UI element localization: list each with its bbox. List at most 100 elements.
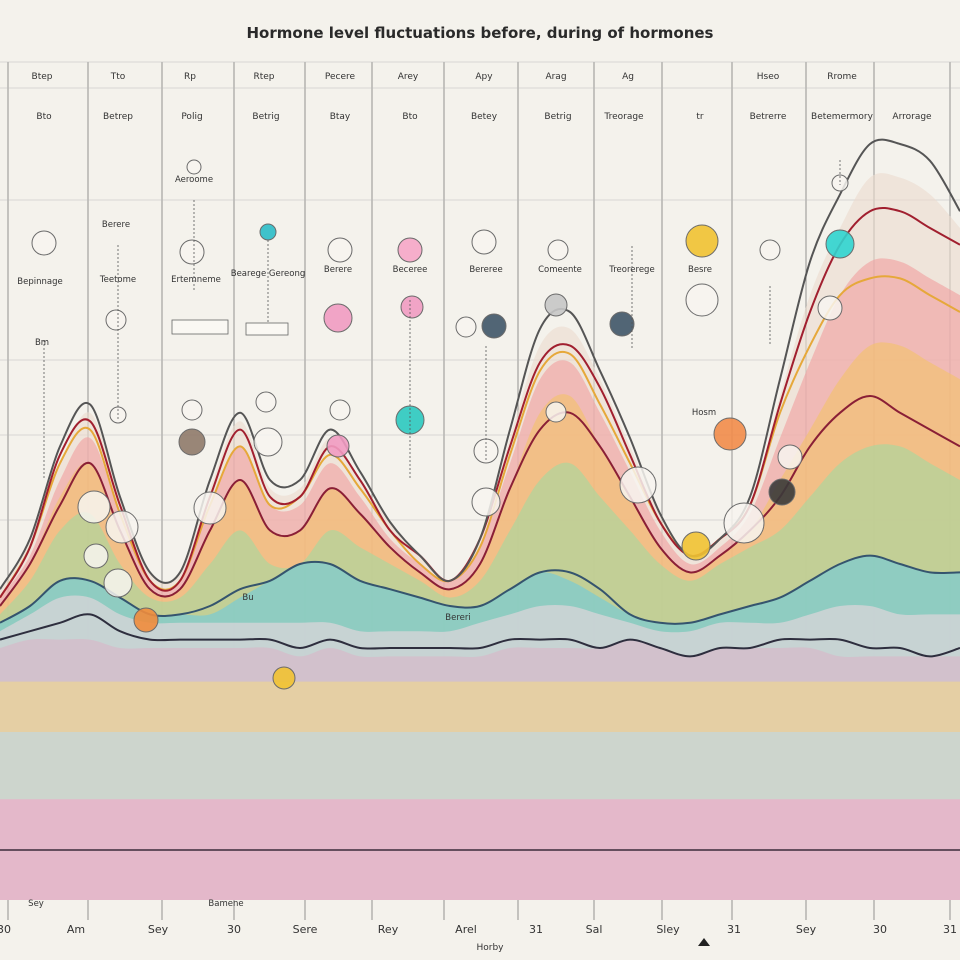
second-row-label: Betrig <box>544 112 571 122</box>
misc-label: Sey <box>28 899 44 909</box>
marker-circle-icon <box>179 239 205 265</box>
annotation-label: Comeente <box>538 265 582 275</box>
marker-circle-icon <box>481 313 507 339</box>
marker-circle-icon <box>545 401 567 423</box>
marker-circle-icon <box>609 311 635 337</box>
series-areas <box>0 173 960 900</box>
second-row-label: Polig <box>181 112 202 122</box>
marker-circle-icon <box>255 391 277 413</box>
x-tick-label: Rey <box>378 923 399 936</box>
marker-circle-icon <box>768 478 796 506</box>
column-labels: Btep Tto Rp Rtep Pecere Arey Apy Arag Ag Hseo Rrom… <box>17 72 932 909</box>
marker-circle-icon <box>831 174 849 192</box>
marker-circle-icon <box>681 531 711 561</box>
annotation-label: Teetome <box>99 275 136 285</box>
top-row-label: Ag <box>622 72 634 82</box>
misc-label: Bamene <box>208 899 243 909</box>
x-tick-label: Sal <box>586 923 603 936</box>
top-row-label: Btep <box>32 72 53 82</box>
marker-circle-icon <box>817 295 843 321</box>
marker-circle-icon <box>544 293 568 317</box>
marker-circle-icon <box>547 239 569 261</box>
marker-circle-icon <box>77 490 111 524</box>
marker-circle-icon <box>825 229 855 259</box>
marker-circle-icon <box>713 417 747 451</box>
x-tick-label: 30 <box>873 923 887 936</box>
x-axis-ticks: 30 Am Sey 30 Sere Rey Arel 31 Sal Sley 31 Sey 30 31 <box>0 923 957 936</box>
top-row-label: Rtep <box>253 72 274 82</box>
second-row-label: Treorage <box>603 112 644 122</box>
annotation-label: Beceree <box>393 265 428 275</box>
second-row-label: Betrig <box>252 112 279 122</box>
second-row-label: Betemermory <box>811 112 874 122</box>
second-row-label: Arrorage <box>892 112 932 122</box>
annotation-label: Ertemneme <box>171 275 221 285</box>
series-line <box>0 554 960 625</box>
top-row-label: Hseo <box>757 72 780 82</box>
top-row-label: Rrome <box>827 72 857 82</box>
annotation-label: Bepinnage <box>17 277 62 287</box>
top-row-label: Arey <box>398 72 419 82</box>
x-axis-label: Horby <box>476 943 504 953</box>
x-tick-label: Sere <box>293 923 318 936</box>
x-tick-label: Sey <box>148 923 169 936</box>
top-row-label: Arag <box>545 72 566 82</box>
marker-circle-icon <box>619 466 657 504</box>
second-row-label: Btay <box>330 112 351 122</box>
second-row-label: Bto <box>36 112 52 122</box>
marker-circle-icon <box>253 427 283 457</box>
top-row-label: Apy <box>475 72 493 82</box>
misc-label: Berere <box>102 220 130 230</box>
marker-circle-icon <box>105 309 127 331</box>
x-tick-label: Arel <box>455 923 477 936</box>
chart-title: Hormone level fluctuations before, durin… <box>247 24 714 42</box>
second-row-label: Betey <box>471 112 498 122</box>
marker-circle-icon <box>323 303 353 333</box>
marker-circle-icon <box>259 223 277 241</box>
marker-circle-icon <box>329 399 351 421</box>
marker-circle-icon <box>759 239 781 261</box>
series-line <box>0 394 960 607</box>
x-tick-label: 30 <box>227 923 241 936</box>
x-tick-label: Am <box>67 923 85 936</box>
misc-label: Bereri <box>445 613 470 623</box>
annotation-label: Bereree <box>469 265 502 275</box>
second-row-label: tr <box>696 112 704 122</box>
marker-circle-icon <box>723 502 765 544</box>
x-axis-pointer-icon <box>698 938 710 946</box>
top-row-label: Rp <box>184 72 196 82</box>
marker-circle-icon <box>327 237 353 263</box>
x-tick-label: 31 <box>529 923 543 936</box>
top-row-label: Pecere <box>325 72 356 82</box>
marker-circle-icon <box>685 283 719 317</box>
callout-box <box>171 319 229 335</box>
top-row-label: Tto <box>110 72 126 82</box>
marker-circle-icon <box>133 607 159 633</box>
misc-label: Hosm <box>692 408 716 418</box>
marker-circle-icon <box>193 491 227 525</box>
marker-circle-icon <box>455 316 477 338</box>
x-tick-label: Sey <box>796 923 817 936</box>
marker-circle-icon <box>83 543 109 569</box>
marker-circle-icon <box>181 399 203 421</box>
marker-circle-icon <box>31 230 57 256</box>
second-row-label: Bto <box>402 112 418 122</box>
annotation-label: Berere <box>324 265 352 275</box>
annotation-label: Besre <box>688 265 712 275</box>
marker-circle-icon <box>272 666 296 690</box>
marker-circle-icon <box>326 434 350 458</box>
x-tick-label: 30 <box>0 923 11 936</box>
series-line <box>0 613 960 658</box>
marker-circle-icon <box>397 237 423 263</box>
second-row-label: Betrep <box>103 112 133 122</box>
marker-circle-icon <box>178 428 206 456</box>
annotation-markers <box>31 159 855 690</box>
second-row-label: Betrerre <box>750 112 787 122</box>
x-tick-label: 31 <box>943 923 957 936</box>
marker-circle-icon <box>400 295 424 319</box>
series-lines <box>0 138 960 851</box>
marker-circle-icon <box>105 510 139 544</box>
marker-circle-icon <box>685 224 719 258</box>
